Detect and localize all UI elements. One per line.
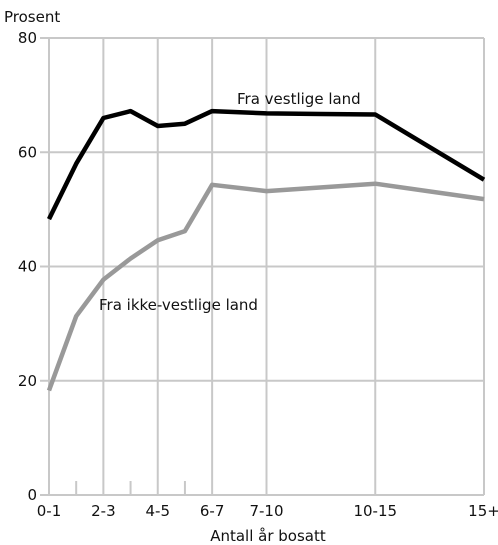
x-tick-label: 6-7 — [200, 502, 225, 520]
series-line-1 — [46, 181, 485, 392]
y-axis-title: Prosent — [4, 8, 60, 26]
x-tick-label: 10-15 — [353, 502, 397, 520]
tick-labels: 0 20 40 60 80 0-1 2-3 4-5 6-7 7-10 10-15 15+ — [18, 29, 498, 520]
x-axis-title: Antall år bosatt — [210, 527, 326, 545]
series-line-0 — [46, 108, 486, 221]
x-tick-label: 7-10 — [249, 502, 283, 520]
y-tick-label: 80 — [18, 29, 37, 47]
x-tick-label: 0-1 — [37, 502, 62, 520]
axes — [40, 37, 484, 496]
series-label-vestlige: Fra vestlige land — [237, 90, 361, 108]
series-lines — [46, 108, 486, 392]
x-tick-label: 15+ — [468, 502, 498, 520]
y-tick-label: 0 — [27, 486, 37, 504]
y-tick-label: 40 — [18, 258, 37, 276]
x-tick-label: 4-5 — [146, 502, 171, 520]
y-tick-label: 20 — [18, 372, 37, 390]
y-tick-label: 60 — [18, 143, 37, 161]
x-tick-label: 2-3 — [91, 502, 116, 520]
series-label-ikke-vestlige: Fra ikke-vestlige land — [99, 296, 258, 314]
